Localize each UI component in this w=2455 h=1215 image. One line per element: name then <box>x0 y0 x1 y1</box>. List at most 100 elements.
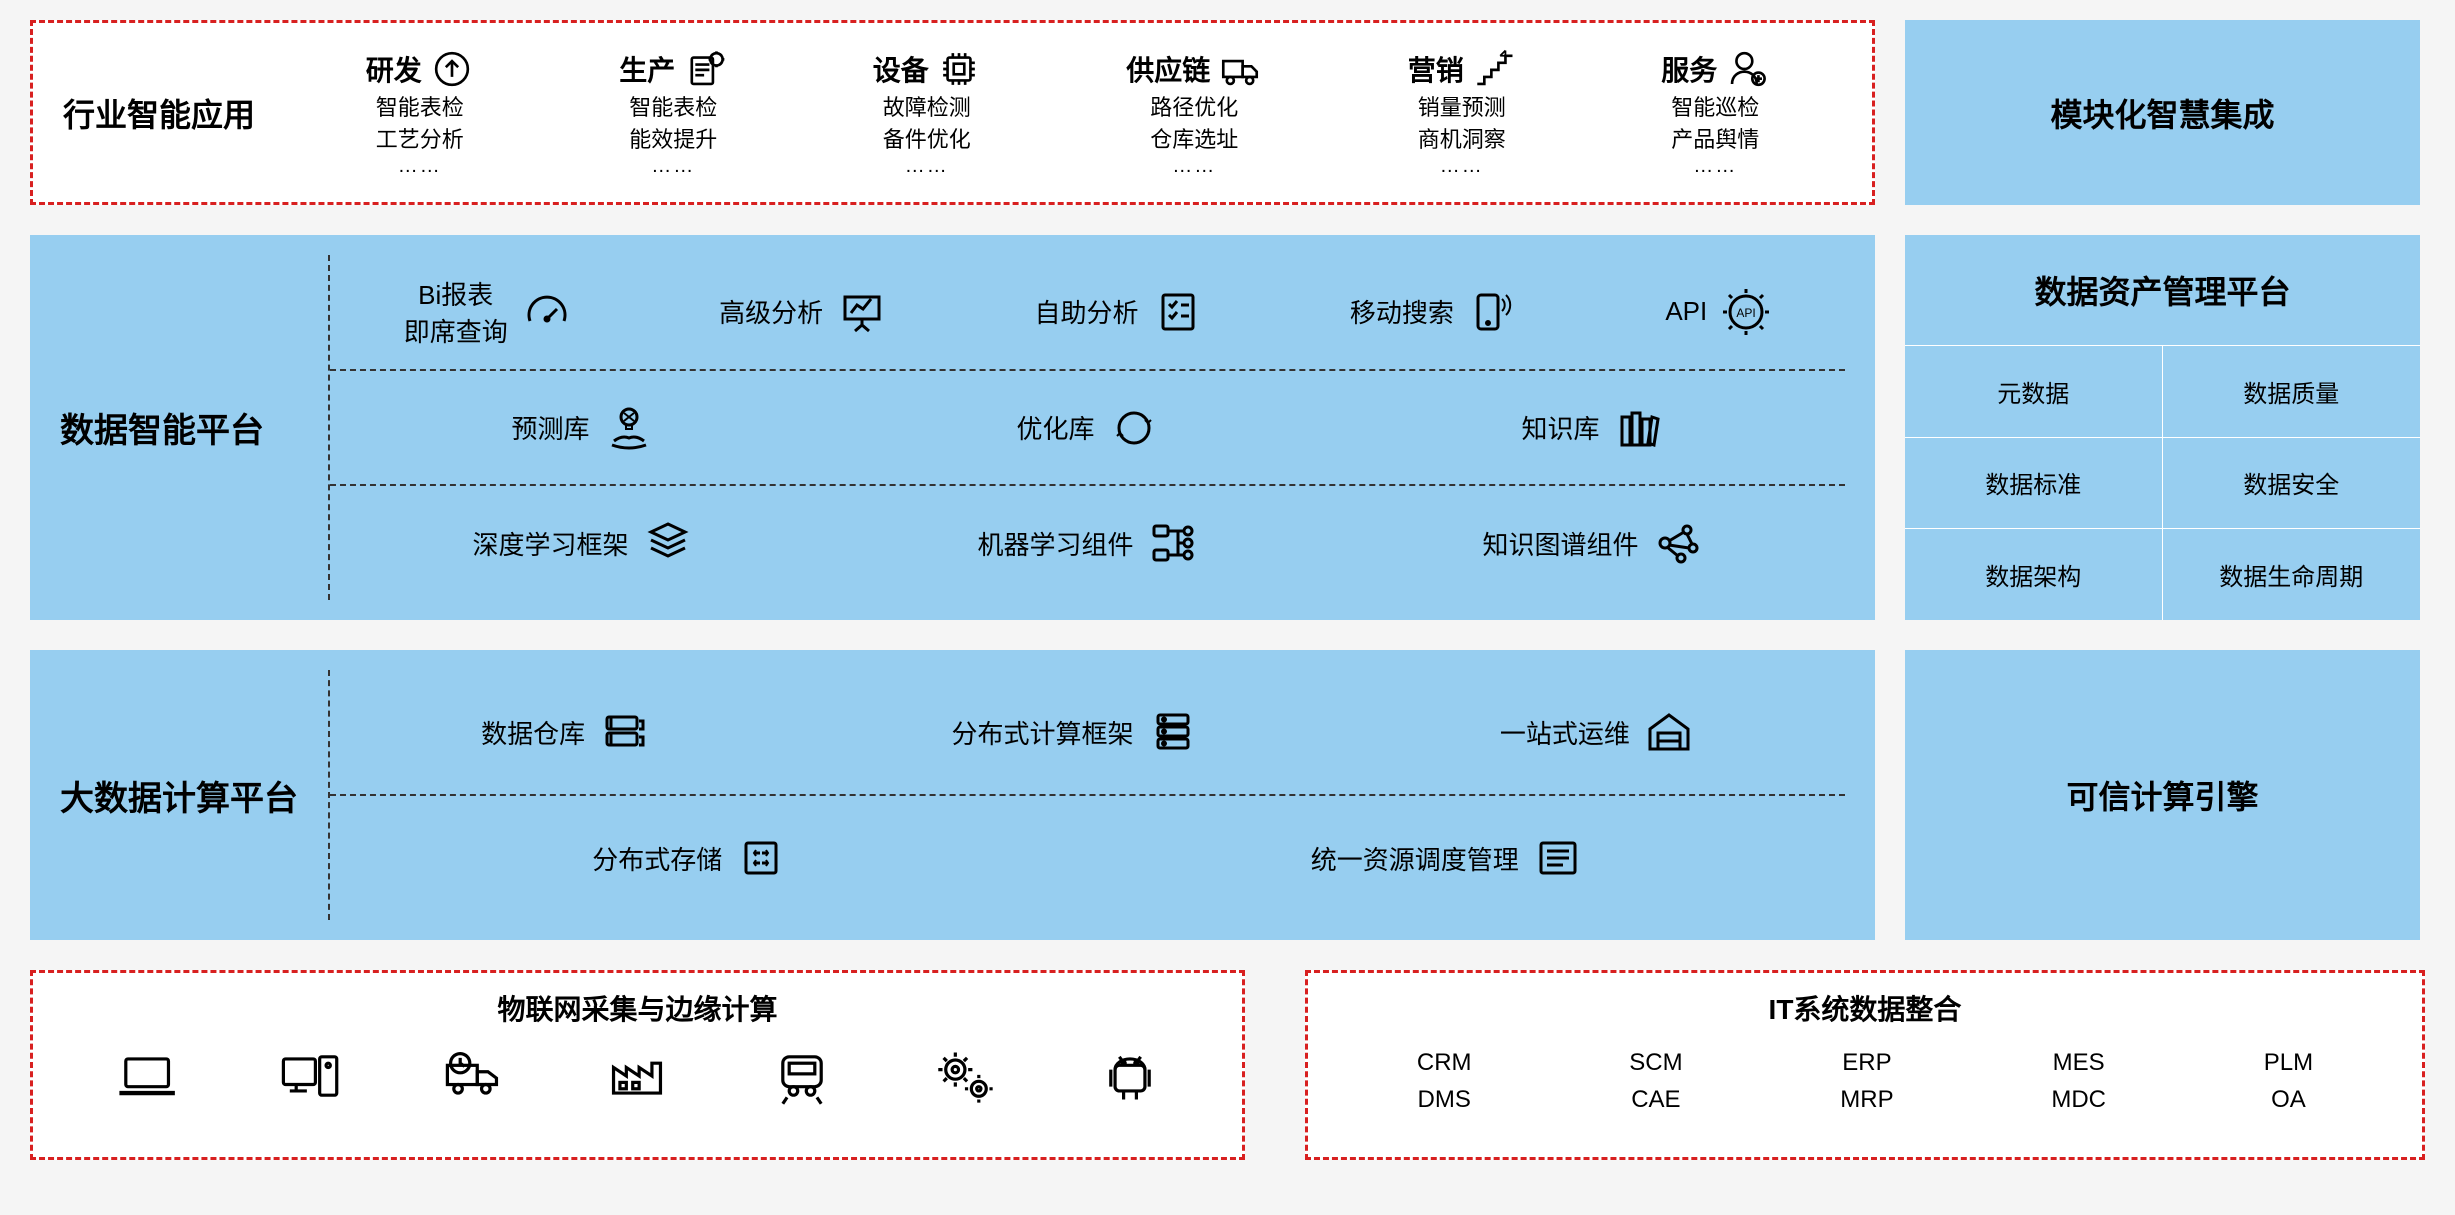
industry-app-sub: 智能表检 <box>619 93 727 123</box>
platform-cell-label: 自助分析 <box>1035 293 1139 330</box>
industry-app-item: 营销 销量预测 商机洞察 …… <box>1408 47 1516 177</box>
compute-cell: 分布式计算框架 <box>951 707 1197 757</box>
gear-doc-icon <box>683 47 727 91</box>
platform-cell: 知识图谱组件 <box>1482 518 1702 568</box>
industry-app-sub: 路径优化 <box>1126 93 1262 123</box>
industry-app-sub: 工艺分析 <box>366 125 474 155</box>
gears-icon <box>934 1046 998 1106</box>
industry-apps-panel: 行业智能应用 研发 智能表检 工艺分析 …… 生产 智能表检 能效提升 …… 设… <box>30 20 1875 205</box>
compute-row: 数据仓库 分布式计算框架 一站式运维 <box>330 670 1845 794</box>
it-system-name: CRM <box>1417 1044 1472 1081</box>
desktop-pc-icon <box>277 1046 341 1106</box>
compute-cell-label: 统一资源调度管理 <box>1311 840 1519 877</box>
it-system-col: MES MDC <box>2051 1044 2106 1118</box>
platform-row: 预测库 优化库 知识库 <box>330 369 1845 485</box>
industry-app-sub: 智能表检 <box>366 93 474 123</box>
stairs-icon <box>1472 47 1516 91</box>
it-system-name: MRP <box>1840 1081 1893 1118</box>
asset-grid-cell: 数据生命周期 <box>2163 528 2421 620</box>
ellipsis: …… <box>1408 155 1516 178</box>
compute-row: 分布式存储 统一资源调度管理 <box>330 794 1845 920</box>
trusted-compute-engine-panel: 可信计算引擎 <box>1905 650 2420 940</box>
platform-cell-label: 高级分析 <box>719 293 823 330</box>
industry-app-sub: 故障检测 <box>873 93 981 123</box>
platform-cell: 知识库 <box>1521 403 1663 453</box>
platform-cell-label: 优化库 <box>1016 409 1094 446</box>
it-system-col: PLM OA <box>2264 1044 2313 1118</box>
data-asset-mgmt-title: 数据资产管理平台 <box>1905 235 2420 345</box>
bulb-hand-icon <box>604 403 654 453</box>
platform-cell-label: 预测库 <box>511 409 589 446</box>
compute-cell-label: 数据仓库 <box>481 714 585 751</box>
data-intelligence-platform: 数据智能平台 Bi报表即席查询 高级分析 自助分析 移动搜索 API <box>30 235 1875 620</box>
it-system-name: PLM <box>2264 1044 2313 1081</box>
iot-device-icon <box>1098 1046 1162 1113</box>
platform-row: 深度学习框架 机器学习组件 知识图谱组件 <box>330 484 1845 600</box>
modular-integration-panel: 模块化智慧集成 <box>1905 20 2420 205</box>
platform-cell-label: 机器学习组件 <box>977 525 1133 562</box>
server-stack-icon <box>1148 707 1198 757</box>
asset-grid-cell: 数据标准 <box>1905 437 2163 529</box>
bigdata-compute-platform: 大数据计算平台 数据仓库 分布式计算框架 一站式运维 分布式存储 统一资源 <box>30 650 1875 940</box>
it-system-name: ERP <box>1840 1044 1893 1081</box>
checklist-icon <box>1153 287 1203 337</box>
platform-cell: Bi报表即席查询 <box>404 275 572 349</box>
ellipsis: …… <box>873 155 981 178</box>
industry-app-title: 设备 <box>873 49 929 89</box>
asset-grid-cell: 数据质量 <box>2163 345 2421 437</box>
layers-icon <box>643 518 693 568</box>
notebooks-icon <box>599 707 649 757</box>
industry-app-sub: 备件优化 <box>873 125 981 155</box>
iot-device-icon <box>441 1046 505 1113</box>
industry-app-sub: 销量预测 <box>1408 93 1516 123</box>
platform-row: Bi报表即席查询 高级分析 自助分析 移动搜索 API <box>330 255 1845 369</box>
it-system-name: SCM <box>1629 1044 1682 1081</box>
clock-truck-icon <box>441 1046 505 1106</box>
platform-cell-label: 深度学习框架 <box>472 525 628 562</box>
asset-grid-cell: 元数据 <box>1905 345 2163 437</box>
api-gear-icon <box>1721 287 1771 337</box>
platform-cell: 高级分析 <box>719 287 887 337</box>
platform-cell-label: API <box>1665 296 1707 327</box>
warehouse-icon <box>1644 707 1694 757</box>
platform-cell-label: 移动搜索 <box>1350 293 1454 330</box>
mobile-signal-icon <box>1468 287 1518 337</box>
industry-app-title: 服务 <box>1661 49 1717 89</box>
factory-icon <box>605 1046 669 1106</box>
iot-device-icon <box>113 1046 177 1113</box>
arrow-up-circle-icon <box>430 47 474 91</box>
it-system-col: CRM DMS <box>1417 1044 1472 1118</box>
platform-cell: 深度学习框架 <box>472 518 692 568</box>
compute-cell-label: 分布式存储 <box>592 840 722 877</box>
train-icon <box>770 1046 834 1106</box>
flow-icon <box>1148 518 1198 568</box>
platform-cell: 预测库 <box>511 403 653 453</box>
ellipsis: …… <box>619 155 727 178</box>
android-icon <box>1098 1046 1162 1106</box>
ellipsis: …… <box>366 155 474 178</box>
it-system-name: MES <box>2051 1044 2106 1081</box>
modular-integration-title: 模块化智慧集成 <box>2050 90 2274 136</box>
it-system-name: MDC <box>2051 1081 2106 1118</box>
it-system-name: CAE <box>1629 1081 1682 1118</box>
books-icon <box>1614 403 1664 453</box>
it-system-col: ERP MRP <box>1840 1044 1893 1118</box>
compute-cell: 一站式运维 <box>1500 707 1694 757</box>
presentation-icon <box>837 287 887 337</box>
data-intelligence-title: 数据智能平台 <box>60 255 330 600</box>
platform-cell: 机器学习组件 <box>977 518 1197 568</box>
it-system-name: OA <box>2264 1081 2313 1118</box>
industry-app-item: 设备 故障检测 备件优化 …… <box>873 47 981 177</box>
industry-app-sub: 产品舆情 <box>1661 125 1769 155</box>
platform-cell: 自助分析 <box>1035 287 1203 337</box>
industry-app-title: 研发 <box>366 49 422 89</box>
industry-app-sub: 智能巡检 <box>1661 93 1769 123</box>
compute-cell: 统一资源调度管理 <box>1311 833 1583 883</box>
bigdata-compute-title: 大数据计算平台 <box>60 670 330 920</box>
platform-cell: API <box>1665 287 1771 337</box>
chip-icon <box>937 47 981 91</box>
storage-box-icon <box>736 833 786 883</box>
industry-app-sub: 仓库选址 <box>1126 125 1262 155</box>
cycle-icon <box>1109 403 1159 453</box>
asset-grid-cell: 数据安全 <box>2163 437 2421 529</box>
